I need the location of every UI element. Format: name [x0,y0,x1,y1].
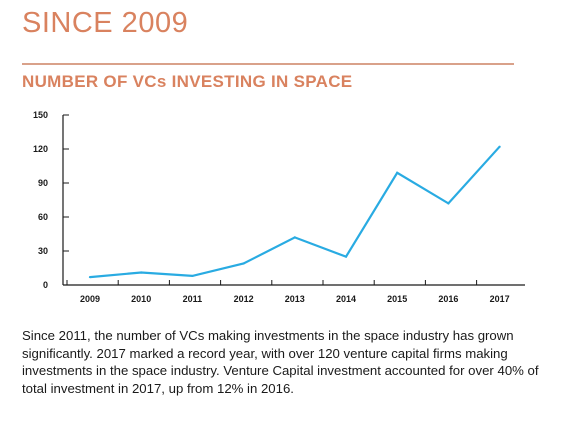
x-tick-label: 2009 [80,294,100,304]
data-point [396,171,399,174]
data-point [447,202,450,205]
data-point [344,255,348,258]
data-point [242,262,245,265]
y-tick-label: 0 [43,280,48,290]
x-tick-label: 2014 [336,294,356,304]
chart-title: NUMBER OF VCs INVESTING IN SPACE [22,72,353,91]
data-point [88,275,92,279]
x-tick-label: 2011 [183,294,203,304]
section-heading: SINCE 2009 [22,7,189,39]
series-line [89,145,501,279]
heading-divider [22,63,514,65]
x-tick-label: 2016 [438,294,458,304]
data-point [293,236,296,239]
y-tick-label: 150 [33,110,48,120]
y-tick-label: 90 [38,178,48,188]
x-tick-label: 2017 [490,294,510,304]
y-tick-label: 120 [33,144,48,154]
x-tick-label: 2015 [387,294,407,304]
data-point [191,274,194,278]
y-tick-label: 60 [38,212,48,222]
data-point [498,145,501,148]
description-paragraph: Since 2011, the number of VCs making inv… [22,328,539,396]
x-tick-label: 2010 [131,294,151,304]
line-chart: 0 30 60 90 120 150 2009 2010 2011 2012 2013 2014 201… [33,110,525,304]
data-point [140,271,143,274]
x-tick-label: 2012 [234,294,254,304]
y-tick-label: 30 [38,246,48,256]
x-tick-label: 2013 [285,294,305,304]
